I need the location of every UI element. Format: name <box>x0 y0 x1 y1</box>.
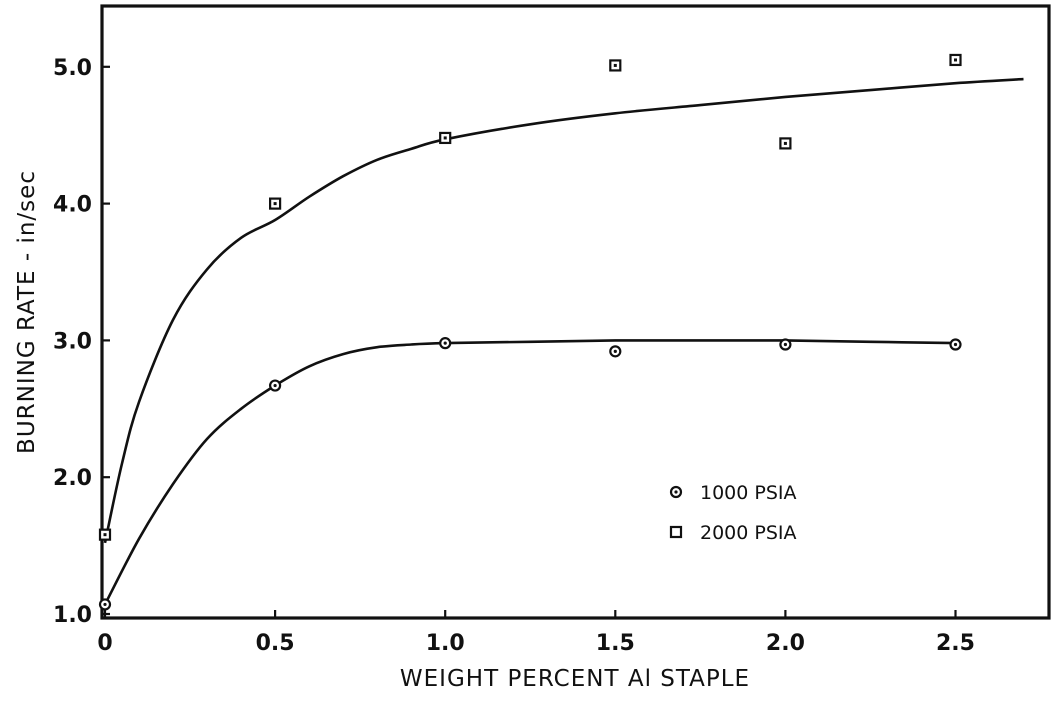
legend: 1000 PSIA 2000 PSIA <box>669 482 797 544</box>
data-point-circle-center <box>613 349 617 353</box>
x-axis-ticks: 0 0.5 1.0 1.5 2.0 2.5 <box>97 610 975 656</box>
data-point-square-center <box>103 533 107 537</box>
fit-curve-1000-psia <box>103 339 956 606</box>
data-point-circle-center <box>273 383 277 388</box>
data-point-square-center <box>613 63 617 67</box>
y-tick-label: 3.0 <box>53 329 92 354</box>
y-tick-label: 1.0 <box>53 603 92 628</box>
x-tick-label: 2.5 <box>936 631 975 656</box>
data-point-square-center <box>954 58 957 62</box>
data-point-square-center <box>783 141 787 145</box>
data-markers <box>98 53 962 611</box>
data-point-circle-center <box>783 342 788 347</box>
legend-label: 1000 PSIA <box>700 482 797 504</box>
x-tick-label: 0.5 <box>256 631 295 656</box>
y-tick-label: 5.0 <box>53 56 92 81</box>
plot-frame <box>100 4 1051 620</box>
x-tick-label: 2.0 <box>766 631 805 656</box>
legend-marker-square <box>669 525 683 539</box>
data-point-square-center <box>443 136 447 140</box>
y-axis-label: BURNING RATE - in/sec <box>14 170 40 454</box>
y-tick-label: 4.0 <box>53 193 92 218</box>
y-axis-ticks: 1.0 2.0 3.0 4.0 5.0 <box>53 56 110 628</box>
data-point-square-center <box>273 202 277 206</box>
data-point-circle-center <box>103 602 107 607</box>
x-axis-label: WEIGHT PERCENT Al STAPLE <box>400 666 750 692</box>
y-tick-label: 2.0 <box>53 466 92 491</box>
data-point-circle-center <box>443 341 447 345</box>
data-point-circle-center <box>953 342 958 347</box>
x-tick-label: 1.0 <box>426 631 465 656</box>
x-tick-label: 1.5 <box>596 631 635 656</box>
fit-curve-2000-psia <box>103 77 1024 544</box>
x-tick-label: 0 <box>97 631 112 656</box>
legend-label: 2000 PSIA <box>700 522 797 544</box>
legend-marker-circle-center <box>674 490 678 494</box>
fit-curves <box>103 77 1024 606</box>
